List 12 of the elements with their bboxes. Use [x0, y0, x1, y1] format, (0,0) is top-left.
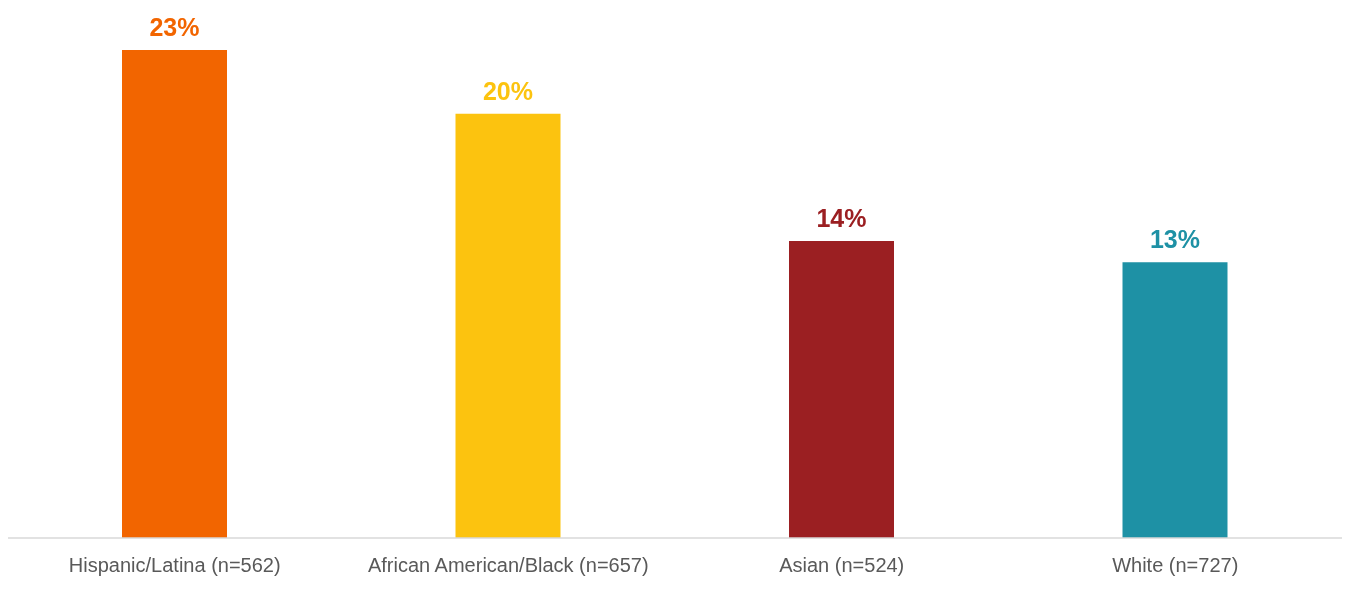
data-label: 20% — [482, 76, 534, 105]
data-label: 23% — [149, 13, 200, 41]
bar — [122, 50, 227, 538]
bar — [1122, 262, 1228, 538]
bar — [455, 113, 561, 538]
x-tick-label: White (n=727) — [1112, 554, 1239, 577]
x-tick-label: Asian (n=524) — [779, 554, 905, 577]
data-label: 14% — [816, 203, 867, 232]
x-tick-label: African American/Black (n=657) — [367, 554, 649, 577]
bar — [789, 240, 894, 538]
data-label: 13% — [1149, 225, 1201, 254]
x-tick-label: Hispanic/Latina (n=562) — [68, 554, 281, 577]
